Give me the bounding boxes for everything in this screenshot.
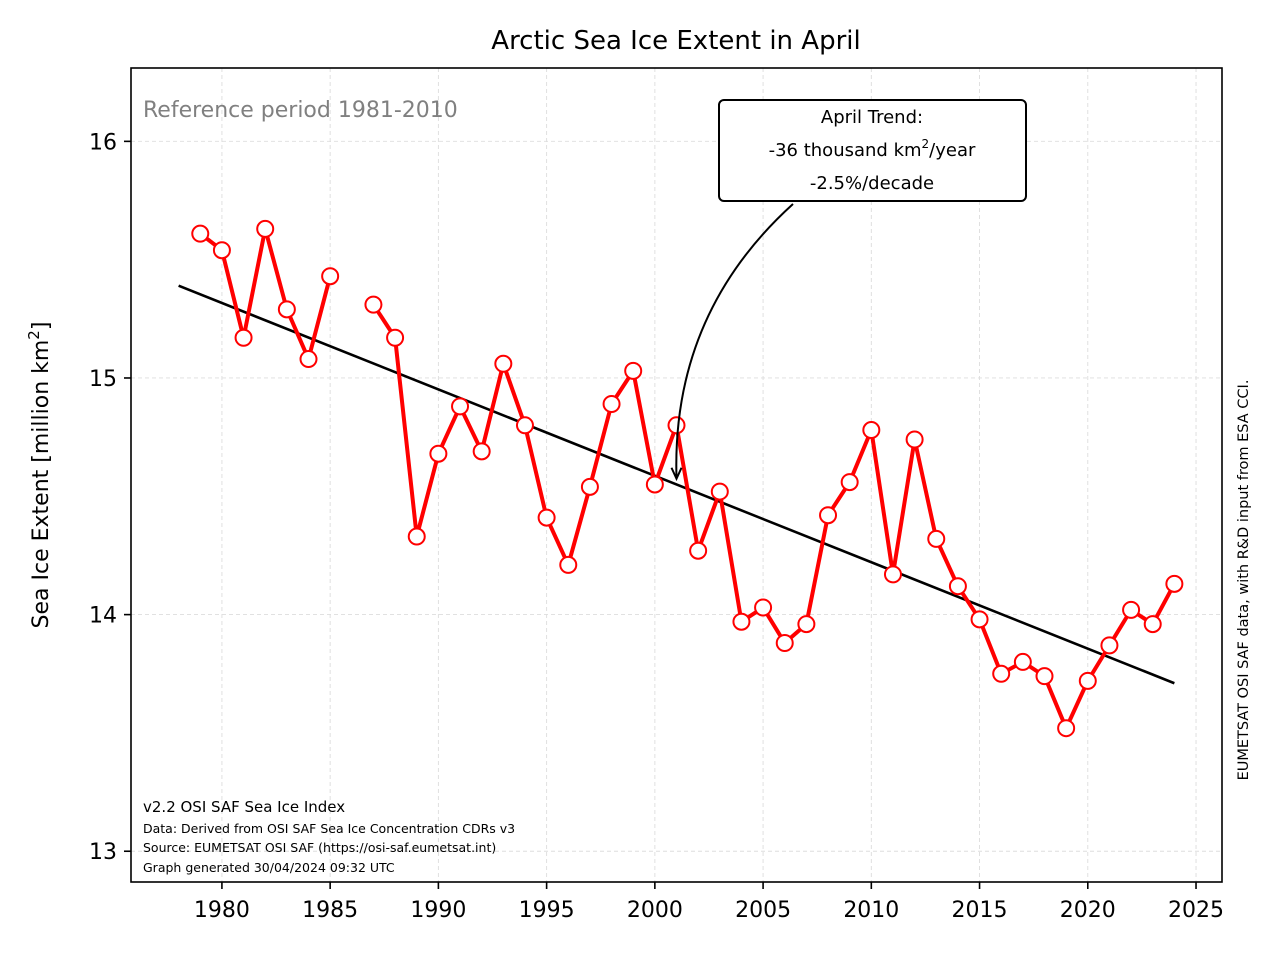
data-point — [840, 473, 859, 492]
data-point — [624, 361, 643, 380]
annotation-line-2: -36 thousand km2/year — [769, 137, 976, 161]
data-point — [883, 565, 902, 584]
data-point — [667, 416, 686, 435]
data-point — [732, 612, 751, 631]
annotation-line-1: April Trend: — [821, 107, 923, 128]
data-point — [905, 430, 924, 449]
data-point — [797, 615, 816, 634]
x-tick-label: 2025 — [1168, 898, 1224, 923]
axis-ticks: 1980 1985 1990 1995 2000 2005 2010 2015 2020 2025… — [89, 130, 1224, 923]
data-point — [775, 634, 794, 653]
footer-data-source: Data: Derived from OSI SAF Sea Ice Conce… — [143, 821, 515, 836]
data-point — [1100, 636, 1119, 655]
footer-source: Source: EUMETSAT OSI SAF (https://osi-sa… — [143, 840, 496, 855]
footer-info: v2.2 OSI SAF Sea Ice Index Data: Derived… — [143, 798, 515, 875]
data-point — [862, 421, 881, 440]
data-point — [645, 475, 664, 494]
data-point — [992, 664, 1011, 683]
data-point — [970, 610, 989, 629]
y-tick-label: 15 — [89, 367, 117, 392]
data-point — [1122, 600, 1141, 619]
series-group — [199, 226, 1177, 731]
data-point — [429, 444, 448, 463]
x-tick-label: 1985 — [302, 898, 358, 923]
data-point — [1057, 719, 1076, 738]
marker-group — [191, 219, 1184, 738]
y-tick-label: 13 — [89, 840, 117, 865]
x-tick-label: 2005 — [735, 898, 791, 923]
annotation-arrow — [675, 203, 794, 478]
data-point — [386, 328, 405, 347]
data-point — [1078, 671, 1097, 690]
x-tick-label: 2015 — [952, 898, 1008, 923]
plot-frame — [130, 67, 1223, 883]
data-point — [299, 350, 318, 369]
trend-line-group — [178, 284, 1175, 685]
data-point — [754, 598, 773, 617]
series-line — [371, 303, 1177, 731]
data-point — [1035, 667, 1054, 686]
x-tick-label: 2020 — [1060, 898, 1116, 923]
footer-title: v2.2 OSI SAF Sea Ice Index — [143, 798, 345, 816]
data-point — [948, 577, 967, 596]
footer-generated: Graph generated 30/04/2024 09:32 UTC — [143, 860, 395, 875]
data-point — [494, 354, 513, 373]
side-credit: EUMETSAT OSI SAF data, with R&D input fr… — [1236, 380, 1252, 781]
data-point — [537, 508, 556, 527]
y-tick-label: 16 — [89, 130, 117, 155]
x-tick-label: 2000 — [627, 898, 683, 923]
data-point — [364, 295, 383, 314]
data-point — [1013, 652, 1032, 671]
x-tick-label: 2010 — [843, 898, 899, 923]
data-point — [580, 477, 599, 496]
data-point — [234, 328, 253, 347]
data-point — [212, 241, 231, 260]
y-axis-label: Sea Ice Extent [million km2] — [25, 322, 54, 629]
data-point — [472, 442, 491, 461]
data-point — [710, 482, 729, 501]
data-point — [515, 416, 534, 435]
data-point — [451, 397, 470, 416]
data-point — [1143, 615, 1162, 634]
annotation-line-3: -2.5%/decade — [810, 173, 934, 194]
data-point — [689, 541, 708, 560]
data-point — [559, 555, 578, 574]
annotation-box — [718, 99, 1027, 202]
data-point — [321, 267, 340, 286]
chart-title: Arctic Sea Ice Extent in April — [491, 26, 860, 56]
data-point — [1165, 574, 1184, 593]
data-point — [256, 219, 275, 238]
data-point — [602, 395, 621, 414]
data-point — [819, 506, 838, 525]
data-point — [407, 527, 426, 546]
x-tick-label: 1990 — [410, 898, 466, 923]
data-point — [277, 300, 296, 319]
y-tick-label: 14 — [89, 604, 117, 629]
annotation-arrowhead — [670, 467, 683, 482]
x-tick-label: 1980 — [194, 898, 250, 923]
x-tick-label: 1995 — [519, 898, 575, 923]
reference-period-text: Reference period 1981-2010 — [143, 98, 458, 123]
trend-annotation: April Trend: -36 thousand km2/year -2.5%… — [670, 99, 1027, 482]
data-point — [191, 224, 210, 243]
data-point — [927, 529, 946, 548]
trend-line — [178, 284, 1175, 685]
